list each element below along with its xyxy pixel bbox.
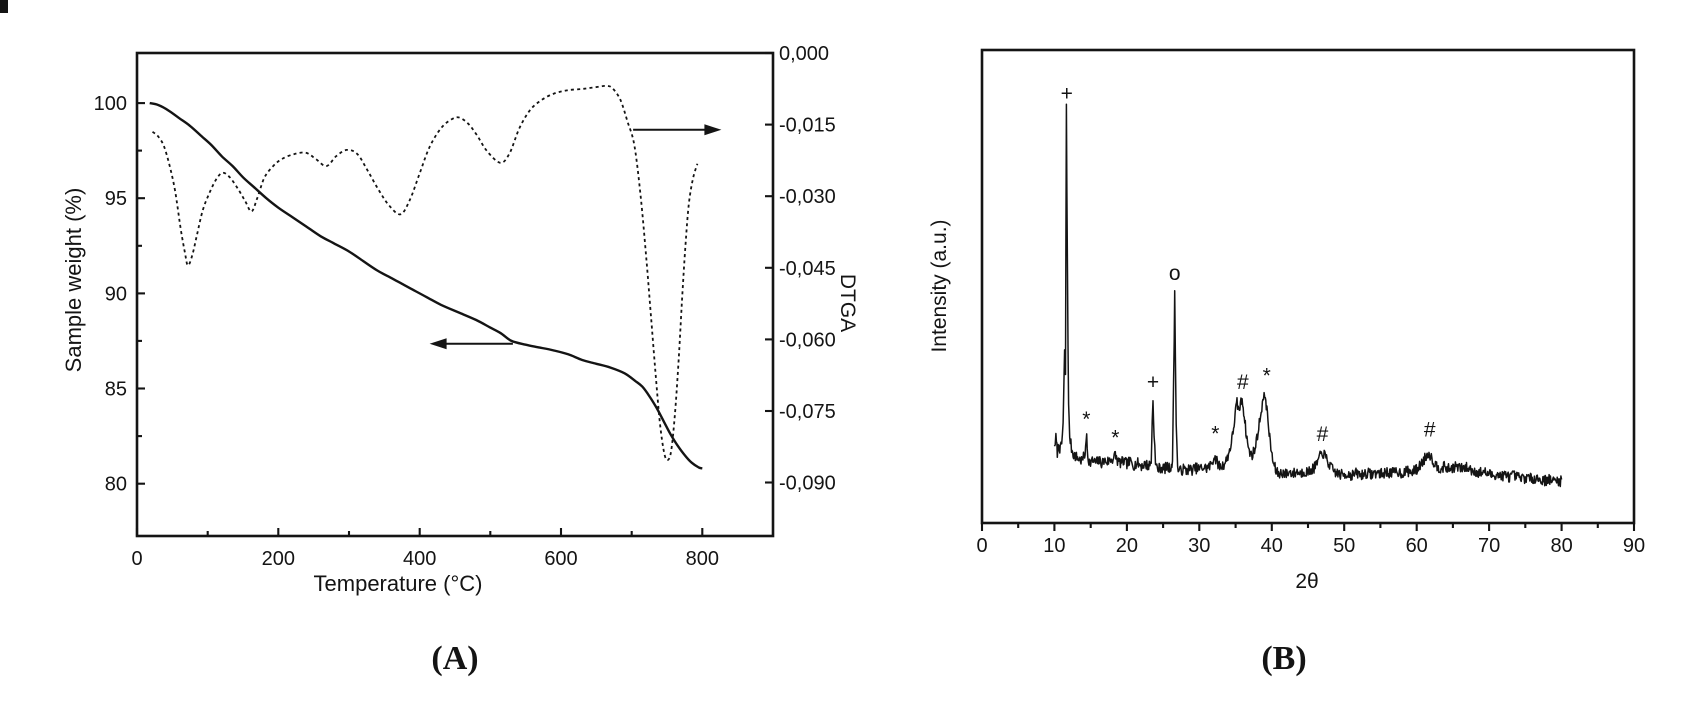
tga-curve <box>149 101 703 470</box>
y-tick-label-right: -0,090 <box>779 473 836 495</box>
y-tick-label-right: 0,000 <box>779 43 829 65</box>
x-tick-label: 60 <box>1406 535 1428 557</box>
y-tick-label-right: -0,075 <box>779 401 836 423</box>
peak-marker-plus: + <box>1061 83 1073 106</box>
x-tick-label: 50 <box>1333 535 1355 557</box>
x-tick-label: 10 <box>1043 535 1065 557</box>
x-tick-label: 200 <box>262 548 295 570</box>
x-tick-label: 400 <box>403 548 436 570</box>
scan-artifact <box>0 0 8 13</box>
y-tick-label-left: 80 <box>105 474 127 496</box>
caption-panel-b: (B) <box>1261 640 1306 677</box>
y-tick-label-left: 95 <box>105 188 127 210</box>
dtga-arrow-head <box>704 124 722 136</box>
x-tick-label: 600 <box>544 548 577 570</box>
x-tick-label: 800 <box>686 548 719 570</box>
peak-marker-asterisk: * <box>1263 365 1271 388</box>
x-tick-label: 0 <box>131 548 142 570</box>
peak-marker-hash: # <box>1424 419 1436 442</box>
peak-marker-asterisk: * <box>1211 423 1219 446</box>
y-tick-label-right: -0,045 <box>779 258 836 280</box>
peak-marker-asterisk: * <box>1082 408 1090 431</box>
tga-arrow-head <box>429 338 447 350</box>
peak-marker-circle: o <box>1169 262 1181 285</box>
y-tick-label-right: -0,030 <box>779 186 836 208</box>
panel-b-plot: 0 10 20 30 40 50 60 70 80 90 + * * + o * # * # # <box>976 48 1645 557</box>
y-tick-label-right: -0,015 <box>779 115 836 137</box>
panel-a-plot: 0 200 400 600 800 80 85 90 95 100 0,000 -0,015 -0,03… <box>94 43 836 570</box>
panel-b-frame <box>980 48 1636 525</box>
y-axis-title-dtga: DTGA <box>836 274 859 332</box>
y-tick-label-left: 90 <box>105 283 127 305</box>
x-tick-label: 40 <box>1261 535 1283 557</box>
panel-a-frame <box>135 51 775 538</box>
xrd-trace <box>1053 103 1563 488</box>
y-axis-title-sample-weight: Sample weight (%) <box>61 188 86 373</box>
x-axis-title-temperature: Temperature (°C) <box>314 571 483 596</box>
dtga-curve <box>151 84 699 462</box>
x-tick-label: 80 <box>1550 535 1572 557</box>
peak-marker-hash: # <box>1237 371 1249 394</box>
peak-marker-plus: + <box>1147 371 1159 394</box>
caption-panel-a: (A) <box>431 640 478 677</box>
x-tick-label: 90 <box>1623 535 1645 557</box>
y-tick-label-left: 85 <box>105 379 127 401</box>
x-axis-title-2theta: 2θ <box>1295 570 1318 593</box>
x-tick-label: 0 <box>976 535 987 557</box>
y-tick-label-right: -0,060 <box>779 329 836 351</box>
x-tick-label: 30 <box>1188 535 1210 557</box>
peak-marker-asterisk: * <box>1111 427 1119 450</box>
y-tick-label-left: 100 <box>94 93 127 115</box>
x-tick-label: 70 <box>1478 535 1500 557</box>
y-axis-title-intensity: Intensity (a.u.) <box>928 219 951 352</box>
x-tick-label: 20 <box>1116 535 1138 557</box>
peak-marker-hash: # <box>1317 423 1329 446</box>
